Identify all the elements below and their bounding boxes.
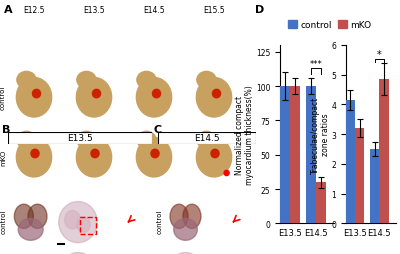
Bar bbox=[280, 87, 290, 224]
Text: E13.5: E13.5 bbox=[83, 6, 105, 15]
Ellipse shape bbox=[16, 78, 52, 118]
Y-axis label: Trabeculae/compact
zone ratios: Trabeculae/compact zone ratios bbox=[311, 96, 330, 173]
Text: C: C bbox=[154, 124, 162, 135]
Ellipse shape bbox=[77, 217, 90, 232]
Ellipse shape bbox=[59, 202, 97, 243]
Ellipse shape bbox=[183, 204, 201, 229]
Ellipse shape bbox=[170, 204, 188, 229]
Ellipse shape bbox=[28, 204, 47, 229]
Ellipse shape bbox=[18, 219, 43, 240]
Ellipse shape bbox=[197, 132, 216, 149]
Ellipse shape bbox=[77, 72, 96, 89]
Circle shape bbox=[91, 150, 99, 158]
Ellipse shape bbox=[137, 72, 156, 89]
Text: E14.5: E14.5 bbox=[194, 134, 220, 143]
Text: ***: *** bbox=[310, 59, 322, 68]
Bar bbox=[355, 129, 364, 224]
Text: E14.5: E14.5 bbox=[143, 6, 165, 15]
Ellipse shape bbox=[196, 78, 232, 118]
Circle shape bbox=[151, 150, 159, 158]
Circle shape bbox=[224, 171, 229, 176]
Ellipse shape bbox=[196, 138, 232, 177]
Text: E12.5: E12.5 bbox=[23, 6, 45, 15]
Text: mKO: mKO bbox=[0, 149, 6, 165]
Bar bbox=[316, 182, 326, 224]
Ellipse shape bbox=[16, 138, 52, 177]
Ellipse shape bbox=[17, 132, 36, 149]
Circle shape bbox=[211, 150, 219, 158]
Circle shape bbox=[152, 90, 160, 98]
Ellipse shape bbox=[197, 72, 216, 89]
Text: control: control bbox=[157, 209, 163, 233]
Text: B: B bbox=[2, 124, 10, 135]
Text: E13.5: E13.5 bbox=[67, 134, 93, 143]
Bar bbox=[346, 101, 355, 224]
Ellipse shape bbox=[76, 78, 112, 118]
Bar bbox=[370, 149, 379, 224]
Text: *: * bbox=[377, 49, 382, 59]
Ellipse shape bbox=[59, 252, 97, 254]
Bar bbox=[306, 87, 316, 224]
Y-axis label: Normalized compact
myocardium thickness(%): Normalized compact myocardium thickness(… bbox=[235, 85, 254, 184]
Ellipse shape bbox=[136, 78, 172, 118]
Ellipse shape bbox=[77, 132, 96, 149]
Ellipse shape bbox=[65, 211, 80, 229]
Circle shape bbox=[92, 90, 100, 98]
Ellipse shape bbox=[136, 138, 172, 177]
Text: D: D bbox=[255, 5, 265, 15]
Ellipse shape bbox=[137, 132, 156, 149]
Bar bbox=[80, 217, 96, 234]
Ellipse shape bbox=[174, 219, 197, 240]
Circle shape bbox=[31, 150, 39, 158]
Circle shape bbox=[212, 90, 220, 98]
Text: control: control bbox=[0, 209, 6, 233]
Bar bbox=[379, 80, 388, 224]
Ellipse shape bbox=[17, 72, 36, 89]
Text: control: control bbox=[0, 85, 6, 109]
Ellipse shape bbox=[14, 204, 33, 229]
Ellipse shape bbox=[167, 252, 204, 254]
Bar bbox=[290, 87, 300, 224]
Ellipse shape bbox=[76, 138, 112, 177]
Text: E15.5: E15.5 bbox=[203, 6, 225, 15]
Legend: control, mKO: control, mKO bbox=[288, 21, 372, 30]
Circle shape bbox=[32, 90, 40, 98]
Text: A: A bbox=[4, 5, 12, 15]
